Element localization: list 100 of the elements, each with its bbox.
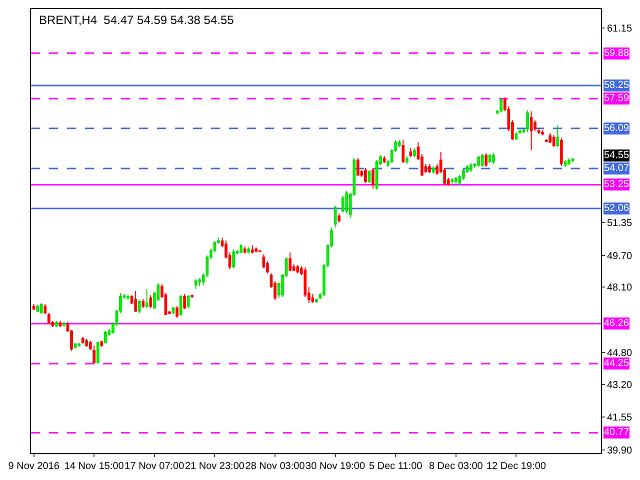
- candlestick: [142, 298, 145, 308]
- candlestick: [62, 321, 66, 328]
- candlestick: [571, 158, 574, 163]
- candlestick: [398, 140, 401, 148]
- candlestick: [78, 342, 80, 348]
- x-tick-label: 17 Nov 07:00: [124, 461, 185, 472]
- candlestick: [518, 128, 522, 135]
- candlestick: [258, 250, 262, 253]
- y-tick-label: 48.10: [607, 282, 632, 294]
- x-tick-label: 5 Dec 11:00: [369, 461, 423, 472]
- candlestick: [58, 320, 62, 328]
- candlestick: [548, 132, 552, 144]
- ref-line-label: 56.09: [604, 123, 630, 134]
- candlestick: [138, 300, 141, 314]
- x-tick-label: 12 Dec 19:00: [486, 461, 546, 472]
- candlestick: [492, 152, 496, 164]
- ref-line-label: 59.88: [604, 48, 630, 59]
- candlestick: [183, 294, 186, 310]
- candlestick: [315, 298, 318, 304]
- y-tick-label: 41.55: [607, 412, 632, 424]
- candlestick: [560, 138, 563, 166]
- candlestick: [428, 163, 431, 174]
- ref-line-label: 58.25: [604, 80, 630, 91]
- candlestick: [247, 246, 250, 254]
- candlestick: [409, 148, 412, 158]
- candlestick: [338, 213, 341, 224]
- candlestick: [372, 167, 374, 190]
- candlestick: [405, 156, 408, 164]
- candlestick: [500, 98, 503, 113]
- candlestick: [32, 304, 36, 310]
- x-tick-label: 30 Nov 19:00: [306, 461, 366, 472]
- text: 54.55: [604, 150, 630, 161]
- candlestick: [345, 190, 348, 214]
- ref-line-label: 44.25: [604, 358, 630, 369]
- y-tick-label: 51.35: [607, 218, 632, 230]
- candlestick: [526, 110, 529, 133]
- candlestick: [568, 157, 570, 166]
- ref-line-label: 46.26: [604, 318, 630, 329]
- candlestick: [334, 205, 337, 228]
- candlestick: [44, 304, 47, 314]
- candlestick: [382, 156, 386, 164]
- candlestick: [134, 290, 137, 312]
- candlestick: [176, 305, 178, 318]
- candlestick: [541, 130, 544, 136]
- candlestick: [243, 246, 246, 254]
- candlestick: [254, 246, 258, 253]
- candlestick: [556, 124, 560, 148]
- y-tick-label: 61.15: [607, 23, 632, 34]
- x-tick-label: 8 Dec 03:00: [428, 461, 484, 472]
- candlestick: [74, 342, 77, 350]
- candlestick: [104, 330, 107, 344]
- candlestick: [484, 152, 488, 168]
- chart-title: BRENT,H4 54.47 54.59 54.38 54.55: [39, 13, 234, 27]
- candlestick: [552, 134, 556, 148]
- candlestick: [172, 306, 175, 314]
- candlestick: [100, 340, 104, 348]
- y-tick-label: 44.80: [607, 348, 632, 360]
- ref-line-label: 40.77: [604, 427, 630, 438]
- candlestick: [262, 254, 266, 269]
- ref-line-label: 53.25: [604, 179, 630, 190]
- candlestick: [537, 128, 540, 135]
- y-tick-label: 43.20: [607, 380, 632, 391]
- ref-line-label: 54.07: [604, 163, 630, 174]
- candlestick: [296, 264, 300, 274]
- candlestick: [190, 294, 194, 298]
- candlestick: [47, 312, 50, 324]
- candlestick: [402, 140, 405, 164]
- x-tick-label: 28 Nov 03:00: [245, 461, 306, 472]
- candlestick: [186, 294, 190, 308]
- candlestick: [126, 294, 130, 301]
- x-tick-label: 21 Nov 23:00: [184, 461, 245, 472]
- candlestick: [480, 154, 484, 168]
- candlestick: [454, 176, 458, 184]
- candlestick: [40, 302, 43, 314]
- candlestick: [96, 341, 100, 364]
- candlestick: [55, 320, 58, 328]
- candlestick: [149, 294, 152, 308]
- candlestick: [530, 110, 533, 151]
- y-tick-label: 39.90: [607, 446, 632, 457]
- candlestick: [250, 244, 254, 254]
- candlestick: [432, 165, 435, 174]
- candlestick: [81, 336, 84, 344]
- y-tick-label: 49.70: [607, 250, 632, 262]
- ref-line-label: 52.06: [604, 203, 630, 214]
- candlestick: [488, 154, 492, 164]
- candlestick: [194, 278, 198, 290]
- candlestick: [364, 167, 367, 184]
- candlestick: [232, 248, 235, 269]
- ref-line-label: 57.59: [604, 93, 630, 104]
- candlestick: [36, 304, 40, 312]
- candlestick: [240, 244, 243, 254]
- candlestick: [341, 195, 344, 214]
- candlestick: [450, 177, 454, 184]
- candlestick: [470, 162, 472, 172]
- candlestick: [413, 148, 416, 158]
- x-tick-label: 9 Nov 2016: [8, 461, 60, 472]
- candlestick: [514, 132, 518, 141]
- candlestick: [92, 345, 96, 364]
- candlestick: [288, 252, 292, 272]
- candlestick: [368, 169, 371, 184]
